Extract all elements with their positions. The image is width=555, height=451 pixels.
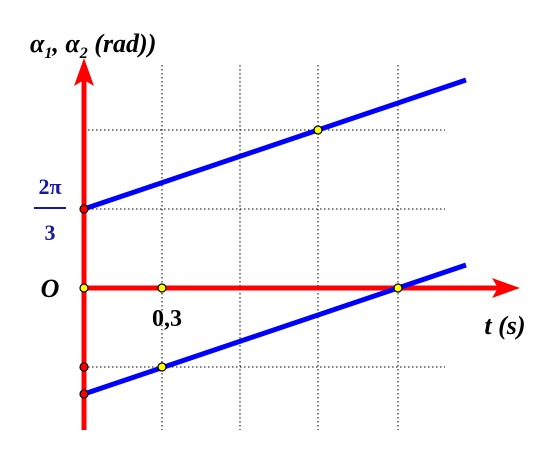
- fraction-numerator: 2π: [38, 174, 61, 199]
- origin-label: O: [41, 274, 60, 303]
- point: [157, 283, 167, 293]
- x-tick-label: 0,3: [152, 306, 182, 332]
- point: [157, 362, 167, 372]
- label-part: 1: [44, 45, 52, 62]
- label-part: (rad)): [88, 29, 157, 58]
- label-part: 2: [79, 45, 88, 62]
- point: [79, 204, 89, 214]
- point: [79, 362, 89, 372]
- line-1: [83, 77, 467, 212]
- point: [393, 283, 403, 293]
- points: [79, 125, 403, 399]
- point: [79, 283, 89, 293]
- y-axis-label: α1, α2 (rad)): [30, 29, 156, 62]
- x-axis-label: t (s): [484, 311, 525, 340]
- fraction-denominator: 3: [45, 220, 56, 245]
- label-part: α: [30, 29, 45, 58]
- point: [313, 125, 323, 135]
- line-2: [83, 262, 467, 397]
- y-arrow: [74, 58, 94, 86]
- label-part: , α: [51, 29, 80, 58]
- x-arrow: [492, 278, 520, 298]
- point: [79, 389, 89, 399]
- grid: [84, 65, 445, 430]
